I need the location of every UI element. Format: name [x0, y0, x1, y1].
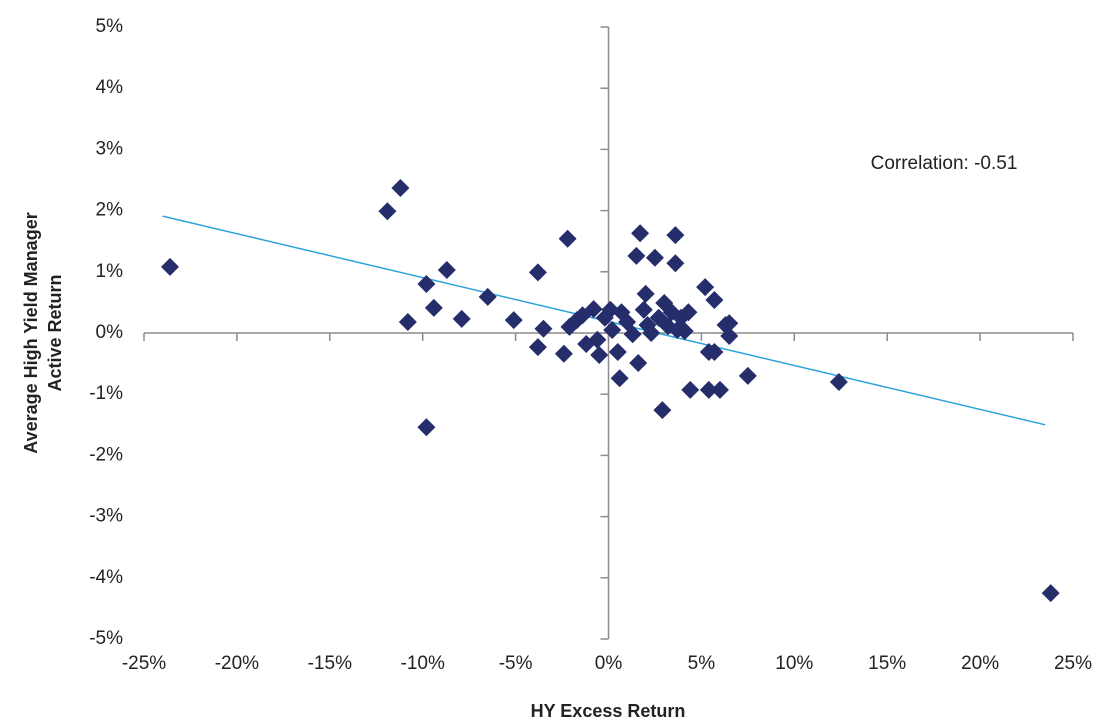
x-tick-label: -25% — [122, 653, 166, 674]
point — [829, 372, 848, 391]
x-tick-label: 25% — [1054, 653, 1092, 674]
point — [634, 300, 653, 319]
point — [738, 366, 757, 385]
point — [398, 312, 417, 331]
point — [710, 380, 729, 399]
x-tick-label: 20% — [961, 653, 999, 674]
point — [642, 324, 661, 342]
y-tick-label: 2% — [96, 200, 124, 221]
point — [378, 202, 397, 221]
point — [653, 401, 672, 420]
x-tick-label: 0% — [595, 653, 623, 674]
point — [675, 322, 694, 341]
point — [699, 380, 718, 399]
point — [424, 298, 443, 317]
x-tick-label: 15% — [868, 653, 906, 674]
y-tick-label: 4% — [96, 77, 124, 98]
point — [478, 287, 497, 306]
point — [417, 275, 436, 294]
point — [631, 224, 650, 243]
point — [452, 309, 471, 328]
x-tick-label: 10% — [775, 653, 813, 674]
point — [391, 178, 410, 197]
point — [720, 327, 739, 346]
x-tick-label: -10% — [401, 653, 445, 674]
y-tick-label: -3% — [89, 506, 123, 527]
point — [666, 254, 685, 273]
point — [627, 246, 646, 265]
y-tick-label: -4% — [89, 567, 123, 588]
point — [558, 229, 577, 248]
point — [666, 226, 685, 245]
point — [681, 380, 700, 399]
point — [705, 342, 724, 361]
point — [1041, 584, 1060, 603]
point — [554, 344, 573, 363]
point — [504, 311, 523, 330]
point — [629, 353, 648, 372]
y-tick-label: -1% — [89, 383, 123, 404]
point — [603, 320, 622, 339]
annotation: Correlation: -0.51 — [871, 153, 1018, 174]
y-tick-label: 0% — [96, 322, 124, 343]
y-tick-label: 3% — [96, 138, 124, 159]
point — [588, 330, 607, 349]
point — [590, 346, 609, 365]
point — [636, 284, 655, 303]
point — [528, 338, 547, 357]
point — [623, 325, 642, 344]
x-axis-title: HY Excess Return — [531, 701, 686, 721]
point — [705, 290, 724, 309]
point — [534, 319, 553, 338]
y-tick-label: -5% — [89, 628, 123, 649]
point — [610, 369, 629, 388]
y-tick-label: 5% — [96, 16, 124, 37]
point — [720, 314, 739, 333]
point — [417, 418, 436, 437]
y-tick-label: -2% — [89, 444, 123, 465]
x-tick-label: -15% — [308, 653, 352, 674]
point — [645, 248, 664, 267]
x-tick-label: -20% — [215, 653, 259, 674]
x-tick-label: -5% — [499, 653, 533, 674]
y-axis-title: Active Return — [45, 274, 65, 391]
point — [584, 300, 603, 319]
point — [437, 260, 456, 279]
point — [528, 263, 547, 282]
point — [679, 303, 698, 322]
x-tick-label: 5% — [688, 653, 716, 674]
point — [696, 278, 715, 297]
y-tick-label: 1% — [96, 261, 124, 282]
y-axis-title: Average High Yield Manager — [21, 212, 41, 453]
point — [161, 257, 180, 276]
point — [608, 342, 627, 361]
